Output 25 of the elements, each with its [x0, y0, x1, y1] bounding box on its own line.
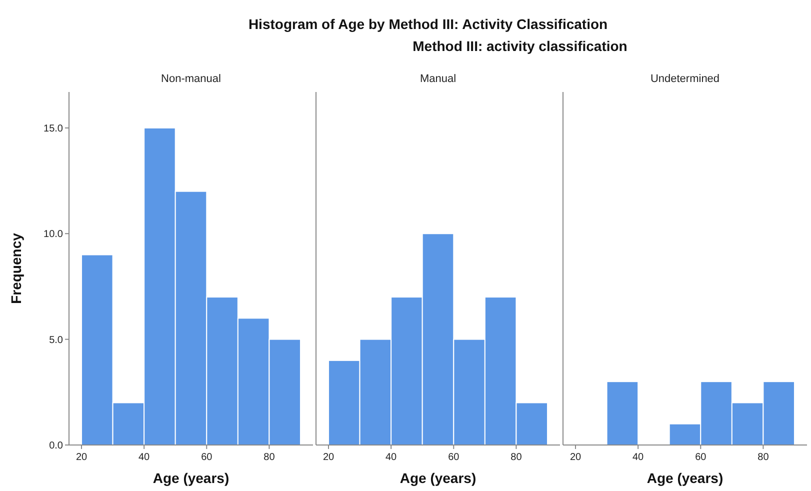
y-tick-label: 0.0 — [49, 440, 64, 452]
text: Method III: activity classification — [412, 38, 628, 54]
x-tick-label: 40 — [386, 452, 398, 463]
x-tick-label: 80 — [264, 452, 276, 463]
x-tick-label: 40 — [138, 452, 150, 463]
x-tick-label: 60 — [448, 452, 460, 463]
x-axis-title: Age (years) — [646, 470, 724, 486]
x-axis-title: Age (years) — [400, 470, 476, 486]
chart-title: Non-manual — [161, 73, 221, 85]
x-tick-label: 80 — [758, 452, 770, 463]
x-tick-label: 20 — [322, 452, 335, 463]
y-axis-title: Frequency — [8, 232, 24, 304]
y-tick-label: 10.0 — [44, 229, 64, 240]
x-tick-label: 20 — [570, 452, 582, 463]
x-tick-label: 40 — [632, 452, 644, 463]
text: Histogram of Age by Method III: Activity Classification — [248, 16, 608, 32]
x-tick-label: 60 — [695, 452, 707, 463]
chart-title: Manual — [420, 73, 456, 85]
y-tick-label: 5.0 — [49, 334, 64, 346]
x-tick-label: 60 — [201, 452, 213, 463]
x-tick-label: 80 — [510, 452, 522, 463]
x-axis-title: Age (years) — [152, 470, 230, 486]
y-tick-label: 15.0 — [44, 123, 64, 134]
chart-title: Undetermined — [650, 73, 720, 85]
x-tick-label: 20 — [76, 452, 88, 463]
